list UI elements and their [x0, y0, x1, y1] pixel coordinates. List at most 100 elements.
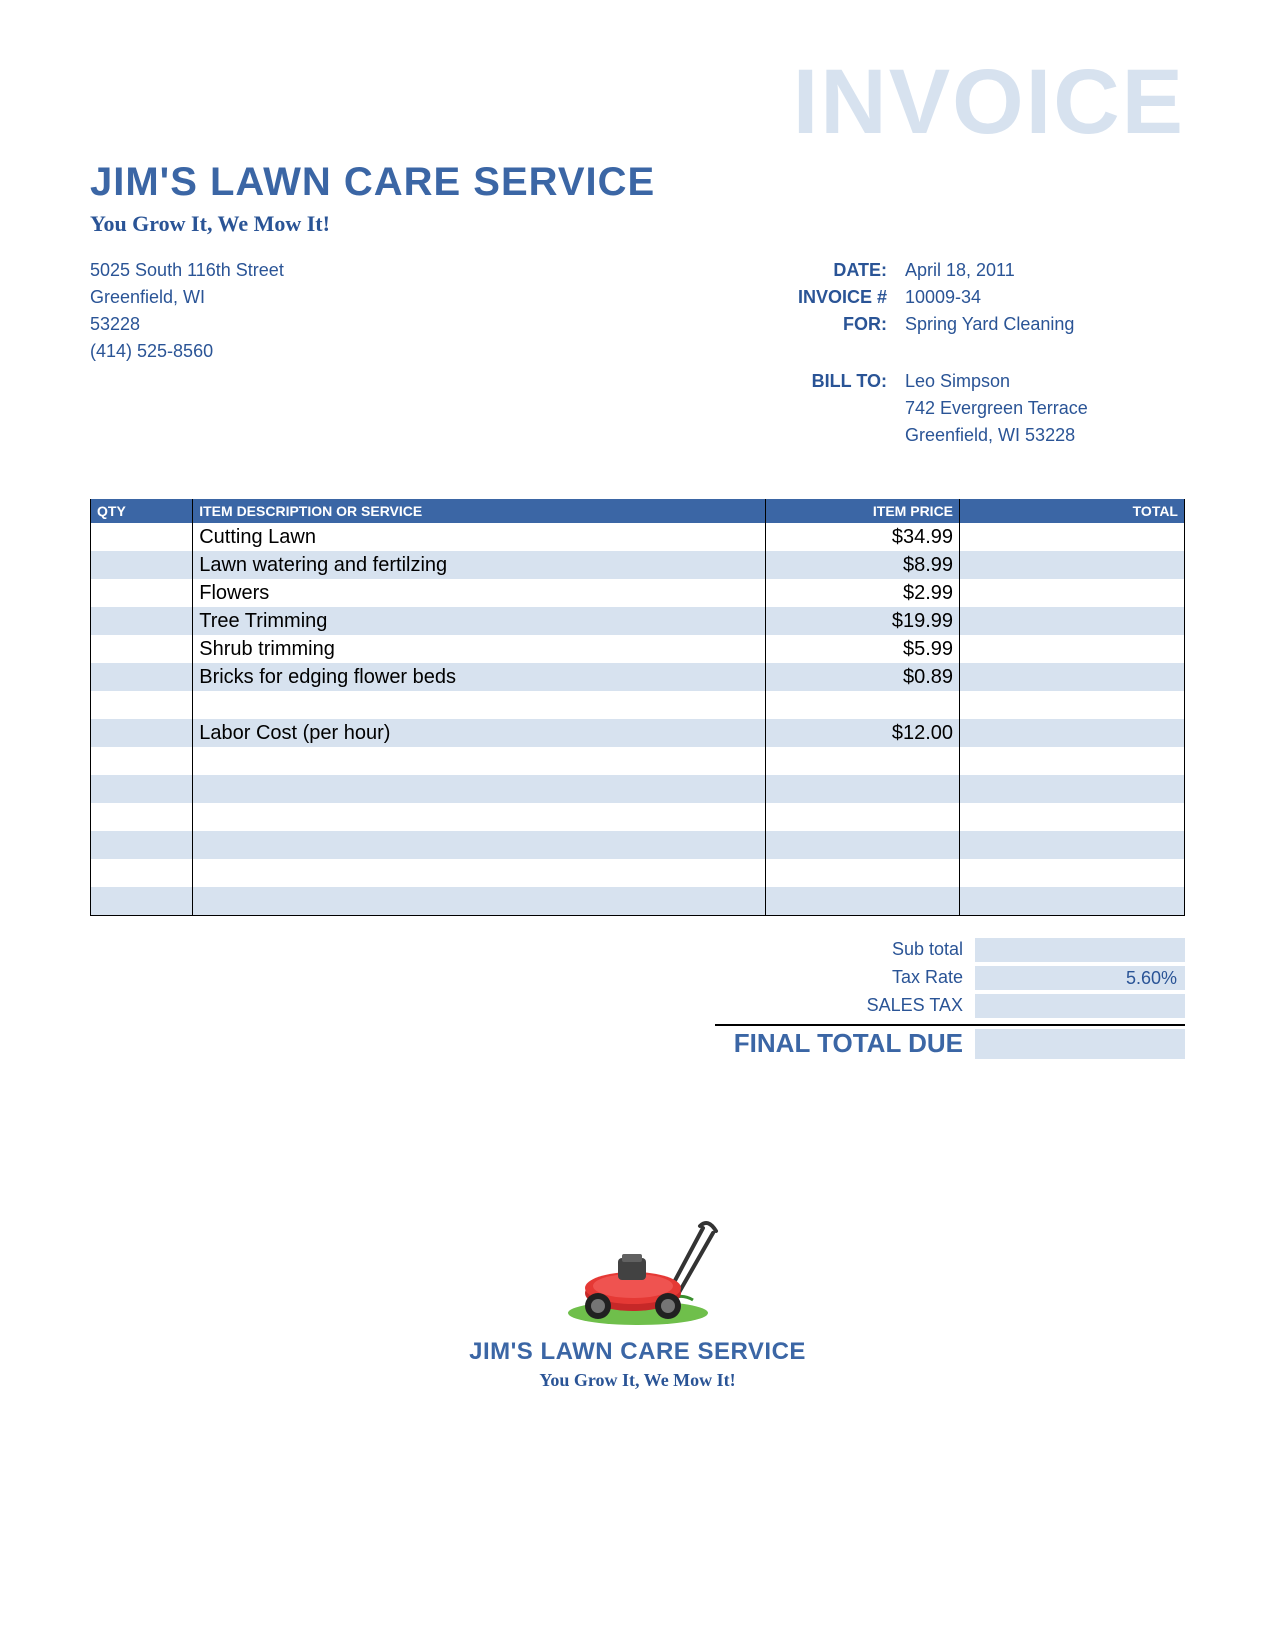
cell-desc — [193, 775, 766, 803]
company-name: JIM'S LAWN CARE SERVICE — [90, 160, 1185, 205]
salestax-value — [975, 994, 1185, 1018]
table-row — [91, 859, 1185, 887]
cell-qty — [91, 635, 193, 663]
from-phone: (414) 525-8560 — [90, 338, 705, 365]
billto-addr: 742 Evergreen Terrace — [905, 395, 1185, 422]
cell-desc: Shrub trimming — [193, 635, 766, 663]
table-row: Lawn watering and fertilzing$8.99 — [91, 551, 1185, 579]
invoice-page: INVOICE JIM'S LAWN CARE SERVICE You Grow… — [0, 0, 1275, 1650]
cell-total — [960, 663, 1185, 691]
cell-desc: Tree Trimming — [193, 607, 766, 635]
final-total-value — [975, 1029, 1185, 1059]
billto-city: Greenfield, WI 53228 — [905, 422, 1185, 449]
cell-price: $2.99 — [765, 579, 959, 607]
cell-qty — [91, 691, 193, 719]
table-header-row: QTY ITEM DESCRIPTION OR SERVICE ITEM PRI… — [91, 499, 1185, 523]
table-row — [91, 831, 1185, 859]
taxrate-label: Tax Rate — [725, 967, 975, 988]
cell-price — [765, 775, 959, 803]
invoice-num-value: 10009-34 — [905, 284, 1185, 311]
header-row: 5025 South 116th Street Greenfield, WI 5… — [90, 257, 1185, 449]
cell-price: $34.99 — [765, 523, 959, 551]
cell-price — [765, 803, 959, 831]
billto-label: BILL TO: — [705, 368, 905, 395]
cell-total — [960, 859, 1185, 887]
totals-divider — [715, 1024, 1185, 1026]
cell-desc — [193, 887, 766, 915]
cell-total — [960, 551, 1185, 579]
date-label: DATE: — [705, 257, 905, 284]
from-zip: 53228 — [90, 311, 705, 338]
date-value: April 18, 2011 — [905, 257, 1185, 284]
cell-qty — [91, 803, 193, 831]
invoice-num-label: INVOICE # — [705, 284, 905, 311]
cell-total — [960, 831, 1185, 859]
for-label: FOR: — [705, 311, 905, 338]
final-total-label: FINAL TOTAL DUE — [675, 1028, 975, 1059]
cell-price: $12.00 — [765, 719, 959, 747]
cell-total — [960, 719, 1185, 747]
invoice-meta: DATE: April 18, 2011 INVOICE # 10009-34 … — [705, 257, 1185, 449]
for-value: Spring Yard Cleaning — [905, 311, 1185, 338]
table-row — [91, 691, 1185, 719]
cell-price — [765, 887, 959, 915]
billto-name: Leo Simpson — [905, 368, 1185, 395]
table-row: Labor Cost (per hour)$12.00 — [91, 719, 1185, 747]
cell-total — [960, 691, 1185, 719]
cell-total — [960, 523, 1185, 551]
cell-desc — [193, 803, 766, 831]
cell-desc — [193, 831, 766, 859]
cell-qty — [91, 747, 193, 775]
cell-desc: Cutting Lawn — [193, 523, 766, 551]
cell-price: $0.89 — [765, 663, 959, 691]
totals-block: Sub total Tax Rate 5.60% SALES TAX FINAL… — [90, 936, 1185, 1058]
subtotal-label: Sub total — [725, 939, 975, 960]
cell-qty — [91, 719, 193, 747]
table-row: Flowers$2.99 — [91, 579, 1185, 607]
cell-total — [960, 635, 1185, 663]
cell-price — [765, 859, 959, 887]
cell-price — [765, 747, 959, 775]
line-items-table-wrap: QTY ITEM DESCRIPTION OR SERVICE ITEM PRI… — [90, 499, 1185, 916]
table-row — [91, 803, 1185, 831]
invoice-watermark: INVOICE — [793, 50, 1185, 155]
cell-qty — [91, 859, 193, 887]
cell-price — [765, 831, 959, 859]
cell-desc — [193, 747, 766, 775]
col-header-desc: ITEM DESCRIPTION OR SERVICE — [193, 499, 766, 523]
cell-qty — [91, 663, 193, 691]
cell-price — [765, 691, 959, 719]
table-row: Tree Trimming$19.99 — [91, 607, 1185, 635]
cell-qty — [91, 551, 193, 579]
cell-total — [960, 803, 1185, 831]
cell-total — [960, 579, 1185, 607]
from-addr-line2: Greenfield, WI — [90, 284, 705, 311]
cell-total — [960, 887, 1185, 915]
cell-desc: Flowers — [193, 579, 766, 607]
cell-qty — [91, 607, 193, 635]
cell-desc: Labor Cost (per hour) — [193, 719, 766, 747]
cell-total — [960, 775, 1185, 803]
table-row — [91, 887, 1185, 915]
cell-price: $5.99 — [765, 635, 959, 663]
cell-qty — [91, 523, 193, 551]
subtotal-value — [975, 938, 1185, 962]
cell-total — [960, 607, 1185, 635]
cell-qty — [91, 831, 193, 859]
cell-qty — [91, 775, 193, 803]
cell-qty — [91, 887, 193, 915]
table-row — [91, 775, 1185, 803]
cell-price: $19.99 — [765, 607, 959, 635]
footer-company-name: JIM'S LAWN CARE SERVICE — [90, 1338, 1185, 1366]
cell-desc — [193, 859, 766, 887]
table-row: Bricks for edging flower beds$0.89 — [91, 663, 1185, 691]
cell-qty — [91, 579, 193, 607]
lawnmower-icon — [548, 1198, 728, 1328]
cell-desc — [193, 691, 766, 719]
cell-desc: Lawn watering and fertilzing — [193, 551, 766, 579]
cell-desc: Bricks for edging flower beds — [193, 663, 766, 691]
table-row — [91, 747, 1185, 775]
line-items-table: QTY ITEM DESCRIPTION OR SERVICE ITEM PRI… — [90, 499, 1185, 916]
from-addr-line1: 5025 South 116th Street — [90, 257, 705, 284]
table-row: Shrub trimming$5.99 — [91, 635, 1185, 663]
